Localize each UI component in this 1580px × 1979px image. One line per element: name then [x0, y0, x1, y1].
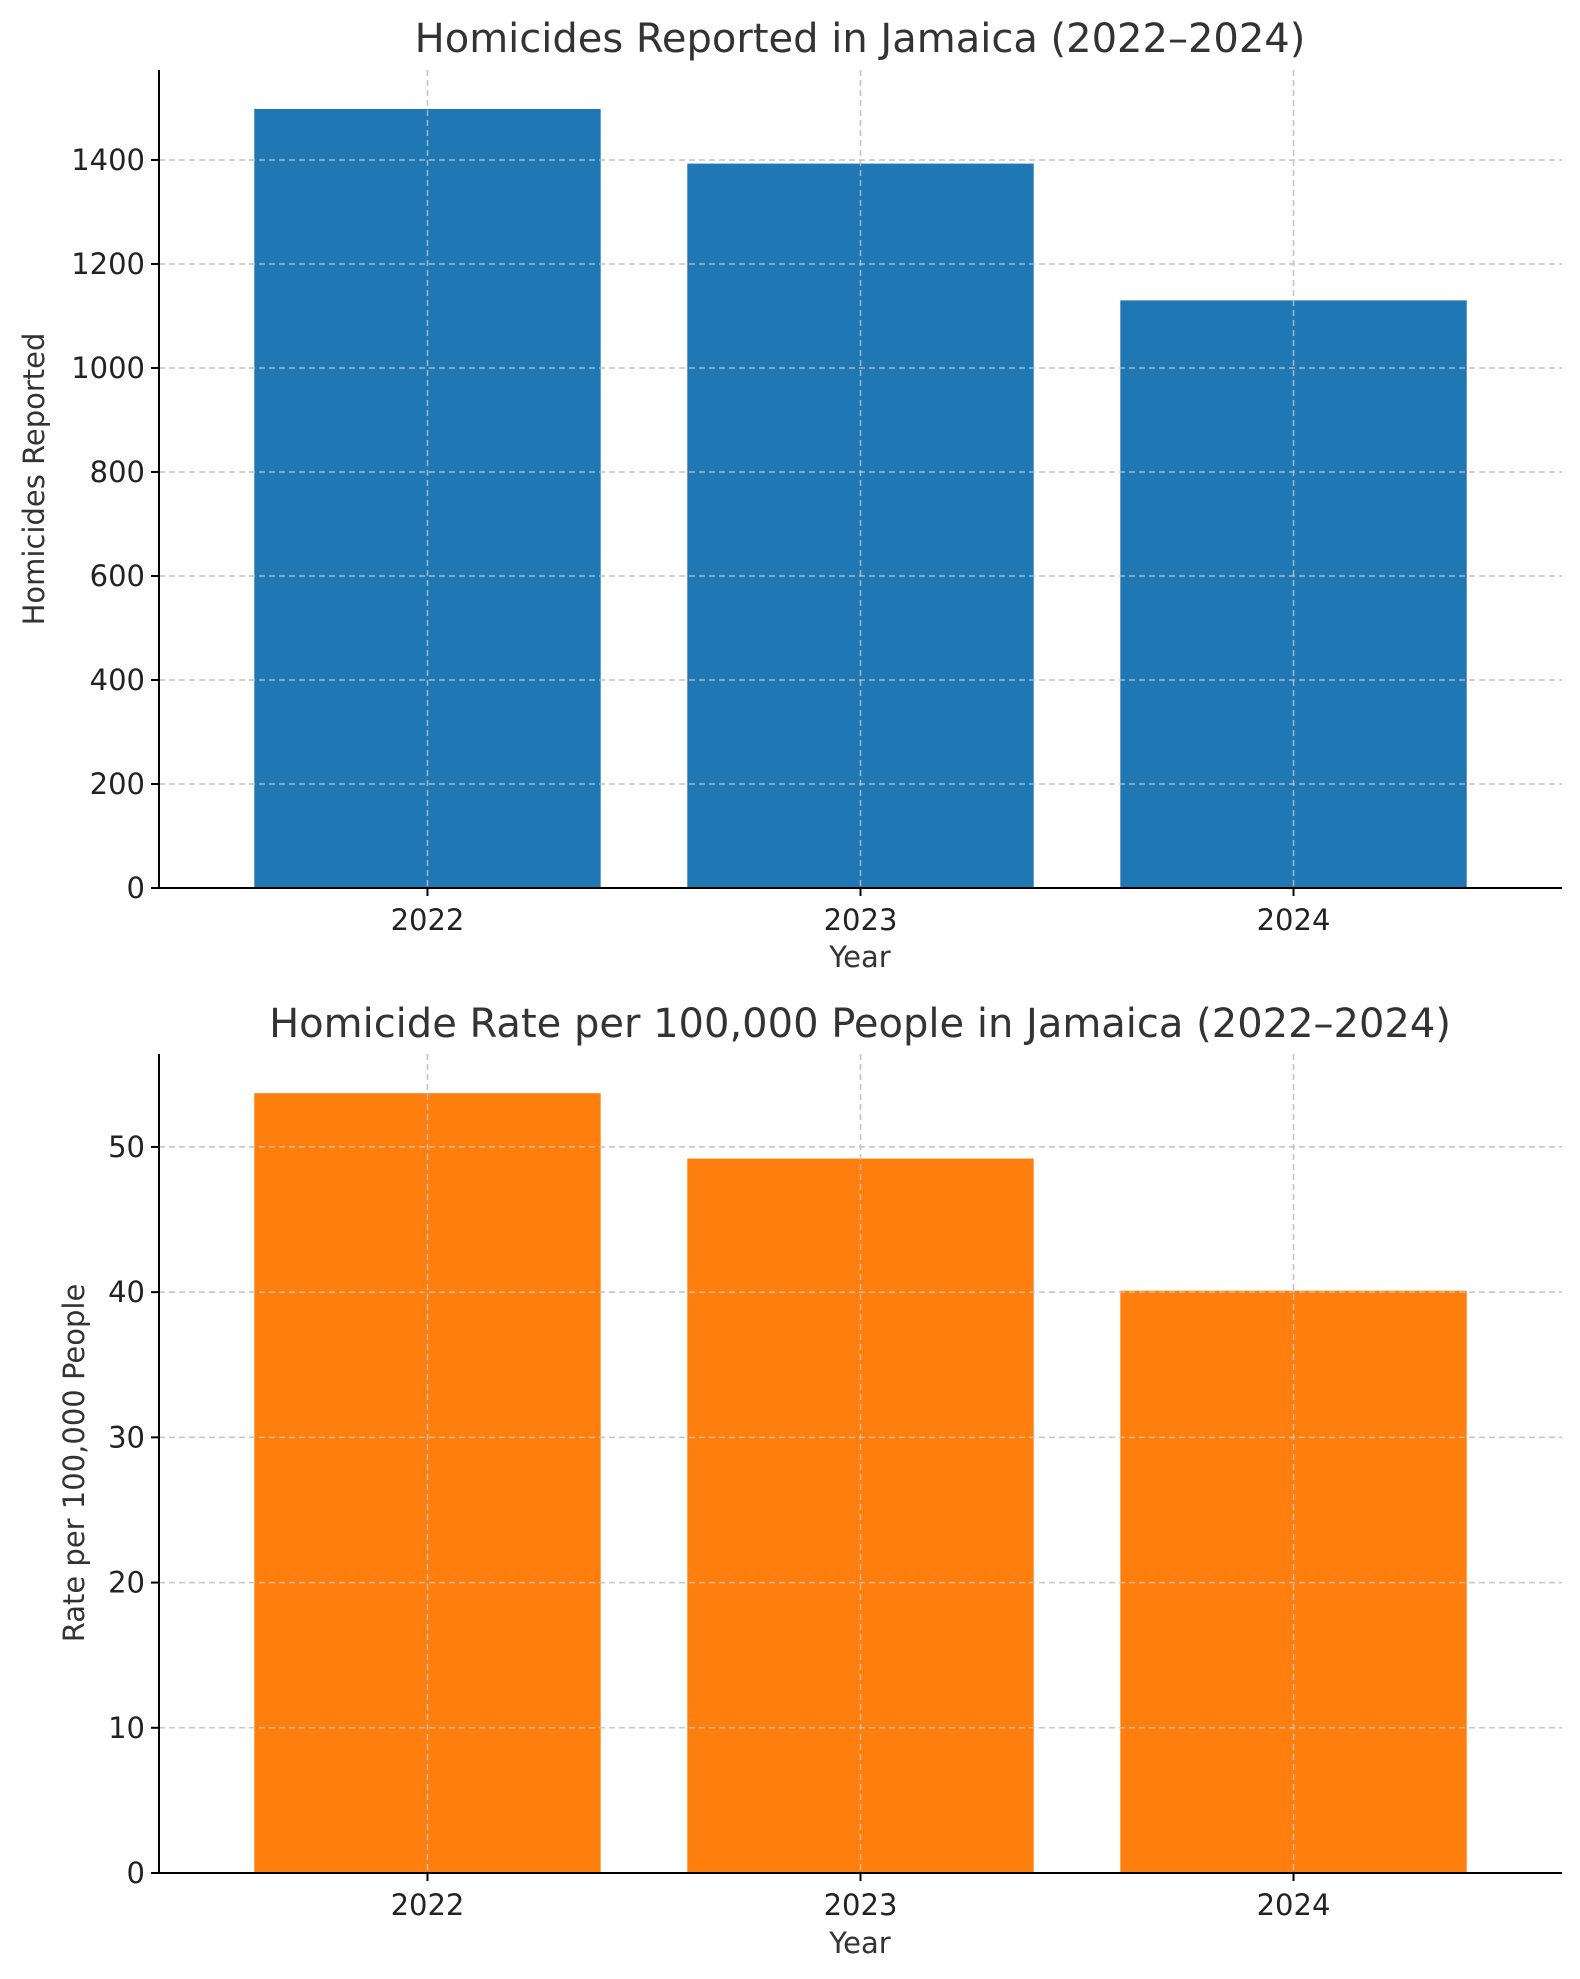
chart2-ytick-label: 50 — [108, 1130, 145, 1164]
chart2-xtick-label: 2022 — [391, 1888, 465, 1922]
chart1-title: Homicides Reported in Jamaica (2022–2024… — [415, 16, 1306, 62]
chart1-ytick-label: 1200 — [71, 247, 145, 281]
chart1-xtick-label: 2024 — [1257, 903, 1331, 937]
chart-homicide-rate: Homicide Rate per 100,000 People in Jama… — [57, 1001, 1562, 1960]
chart2-ytick-label: 0 — [127, 1856, 145, 1890]
chart1-ytick-label: 200 — [90, 767, 145, 801]
chart2-ytick-label: 10 — [108, 1711, 145, 1745]
chart1-ytick-label: 0 — [127, 871, 145, 905]
chart1-x-axis-label: Year — [828, 940, 890, 974]
chart2-title: Homicide Rate per 100,000 People in Jama… — [269, 1001, 1451, 1047]
chart1-xtick-label: 2023 — [824, 903, 898, 937]
chart2-x-axis-label: Year — [828, 1926, 890, 1960]
chart2-ticks: 0 10 20 30 40 50 2022 2023 2024 — [108, 1130, 1330, 1922]
chart1-xtick-label: 2022 — [391, 903, 465, 937]
chart1-y-axis-label: Homicides Reported — [17, 333, 51, 626]
chart1-bar-2022 — [254, 109, 601, 889]
chart2-bars — [159, 1054, 1562, 1874]
chart2-ytick-label: 20 — [108, 1566, 145, 1600]
chart2-xtick-label: 2023 — [824, 1888, 898, 1922]
chart1-ytick-label: 1400 — [71, 143, 145, 177]
chart2-xtick-label: 2024 — [1257, 1888, 1331, 1922]
chart2-ytick-label: 30 — [108, 1420, 145, 1454]
chart1-ytick-label: 1000 — [71, 351, 145, 385]
chart1-ytick-label: 800 — [90, 455, 145, 489]
chart2-y-axis-label: Rate per 100,000 People — [57, 1284, 91, 1643]
chart2-ytick-label: 40 — [108, 1275, 145, 1309]
chart1-bars — [159, 70, 1562, 889]
chart1-ytick-label: 600 — [90, 559, 145, 593]
chart1-ticks: 0 200 400 600 800 1000 1200 1400 2022 2023 2024 — [71, 143, 1330, 937]
chart1-ytick-label: 400 — [90, 663, 145, 697]
chart-homicides-reported: Homicides Reported in Jamaica (2022–2024… — [17, 16, 1562, 974]
chart2-bar-2022 — [254, 1093, 601, 1873]
